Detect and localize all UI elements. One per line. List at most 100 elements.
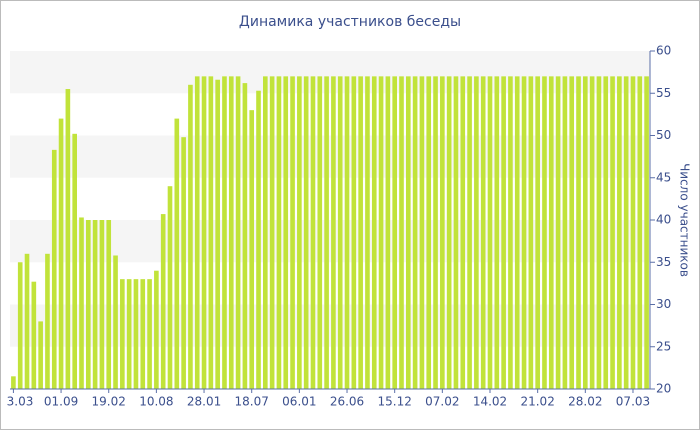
bar (160, 214, 166, 389)
x-tick-label: 14.02 (473, 395, 507, 409)
bar (140, 279, 146, 389)
bar (378, 76, 384, 389)
x-tick-label: 21.02 (520, 395, 554, 409)
bar (51, 149, 57, 389)
bar (276, 76, 282, 389)
bar (460, 76, 466, 389)
bar (358, 76, 363, 389)
bar (113, 255, 118, 389)
bar (617, 76, 622, 389)
grid-band (10, 135, 650, 178)
chart-title: Динамика участников беседы (239, 14, 461, 30)
bar (494, 76, 500, 389)
y-tick-label: 40 (656, 213, 671, 227)
bar (85, 220, 91, 389)
bar (317, 76, 323, 389)
bar (79, 217, 84, 389)
bar (38, 321, 43, 389)
bar (92, 220, 98, 389)
bar (501, 76, 506, 389)
bar (228, 76, 234, 389)
bar (235, 76, 241, 389)
bar (24, 253, 30, 389)
x-tick-label: 10.08 (139, 395, 173, 409)
bar (65, 89, 71, 390)
bar (17, 262, 23, 389)
x-tick-label: 26.06 (330, 395, 364, 409)
x-tick-label: 19.02 (92, 395, 126, 409)
bar (644, 76, 649, 389)
bar (440, 76, 445, 389)
bar (194, 76, 200, 389)
bar (426, 76, 432, 389)
y-tick-label: 20 (656, 382, 671, 396)
bar (351, 76, 357, 389)
bar (99, 220, 105, 389)
x-tick-label: 3.03 (7, 395, 34, 409)
x-tick-label: 07.03 (616, 395, 650, 409)
bar (11, 376, 16, 389)
bar (283, 76, 289, 389)
bar (31, 281, 37, 389)
bar (303, 76, 309, 389)
bar (215, 79, 220, 389)
bar (630, 76, 636, 389)
bar (263, 76, 268, 389)
bar (433, 76, 438, 389)
y-tick-label: 60 (656, 44, 671, 58)
bar (508, 76, 513, 389)
bar (249, 110, 255, 390)
bar (45, 253, 50, 389)
x-tick-label: 28.02 (568, 395, 602, 409)
bar (453, 76, 459, 389)
bar (528, 76, 534, 389)
y-tick-label: 45 (656, 170, 671, 184)
bar (297, 76, 302, 389)
bar (412, 76, 418, 389)
x-tick-label: 28.01 (187, 395, 221, 409)
bar (154, 270, 159, 389)
grid-band (10, 51, 650, 94)
grid-band (10, 220, 650, 263)
bar (480, 76, 486, 389)
bar (290, 76, 295, 389)
bar (188, 84, 193, 390)
bar (467, 76, 472, 389)
bar (569, 76, 575, 389)
bar (208, 76, 214, 389)
bar (385, 76, 391, 389)
bar (269, 76, 275, 389)
bar (106, 220, 112, 389)
bar (576, 76, 581, 389)
bar (487, 76, 493, 389)
x-tick-label: 07.02 (425, 395, 459, 409)
bar (337, 76, 343, 389)
bar (222, 76, 227, 389)
bar (174, 118, 180, 389)
y-tick-label: 30 (656, 297, 671, 311)
bar (535, 76, 540, 389)
bar (242, 83, 248, 390)
y-tick-label: 25 (656, 339, 671, 353)
x-tick-label: 15.12 (378, 395, 412, 409)
bar (72, 133, 77, 389)
bar (555, 76, 561, 389)
y-tick-label: 55 (656, 86, 671, 100)
bar (548, 76, 554, 389)
bar (562, 76, 568, 389)
y-tick-label: 50 (656, 128, 671, 142)
bar (133, 279, 139, 389)
bar (331, 76, 336, 389)
bar (542, 76, 547, 389)
bar (474, 76, 479, 389)
bar (514, 76, 520, 389)
bar (58, 118, 64, 389)
bar (589, 76, 595, 389)
bar (371, 76, 377, 389)
bar (181, 137, 186, 389)
bar (147, 279, 152, 389)
y-axis-label: Число участников (678, 163, 692, 277)
grid-band (10, 304, 650, 347)
bar (256, 90, 261, 389)
